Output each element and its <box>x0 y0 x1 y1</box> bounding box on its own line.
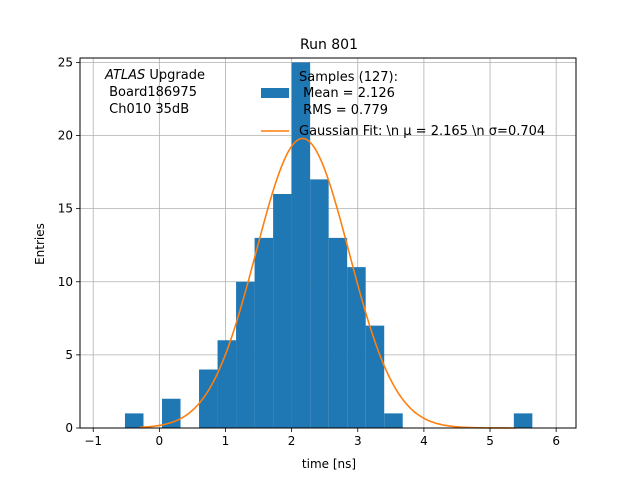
histogram-bar <box>291 62 311 428</box>
histogram-bar <box>365 325 385 428</box>
x-tick-label: 3 <box>354 434 362 448</box>
x-tick-label: 2 <box>288 434 296 448</box>
gaussian-fit-curve <box>139 137 517 429</box>
atlas-annotation-line1: ATLAS Upgrade <box>104 68 205 83</box>
chart-title: Run 801 <box>300 37 358 53</box>
plot-frame <box>79 57 577 429</box>
legend-hist-line2: Mean = 2.126 <box>299 86 395 101</box>
y-tick-label: 5 <box>65 348 73 362</box>
histogram-bar <box>347 267 366 428</box>
histogram-bar <box>124 413 144 428</box>
histogram-bar <box>310 179 329 428</box>
x-tick-label: 5 <box>486 434 494 448</box>
histogram-bar <box>236 281 255 428</box>
histogram-bar <box>384 413 403 428</box>
x-tick-label: 4 <box>420 434 428 448</box>
histogram-bar <box>273 194 292 428</box>
y-axis-label: Entries <box>33 223 47 265</box>
y-tick-label: 10 <box>58 275 73 289</box>
x-tick-label: 6 <box>552 434 560 448</box>
legend-fit-label: Gaussian Fit: \n μ = 2.165 \n σ=0.704 <box>299 124 545 139</box>
y-tick-label: 15 <box>58 202 73 216</box>
y-tick-label: 25 <box>58 55 73 69</box>
y-tick-label: 20 <box>58 129 73 143</box>
histogram-bar <box>513 413 533 428</box>
legend-hist-swatch <box>261 88 289 98</box>
x-tick-label: −1 <box>84 434 102 448</box>
atlas-label: ATLAS <box>104 68 145 83</box>
legend-hist-line1: Samples (127): <box>299 70 398 85</box>
histogram-bar <box>254 237 274 428</box>
x-axis-label: time [ns] <box>302 457 356 471</box>
histogram-bar <box>217 340 237 428</box>
y-tick-label: 0 <box>65 421 73 435</box>
atlas-annotation-line2: Board186975 <box>105 85 197 100</box>
x-tick-label: 0 <box>156 434 164 448</box>
axis-ticks: −1 0 1 2 3 4 5 6 0 5 10 15 20 25 <box>58 55 560 448</box>
histogram-bars <box>124 62 533 428</box>
histogram-bar <box>328 237 348 428</box>
legend-hist-line3: RMS = 0.779 <box>299 103 388 118</box>
atlas-annotation-line3: Ch010 35dB <box>105 102 189 117</box>
legend: Samples (127): Mean = 2.126 RMS = 0.779 … <box>261 70 545 139</box>
x-tick-label: 1 <box>222 434 230 448</box>
upgrade-label: Upgrade <box>145 68 205 83</box>
